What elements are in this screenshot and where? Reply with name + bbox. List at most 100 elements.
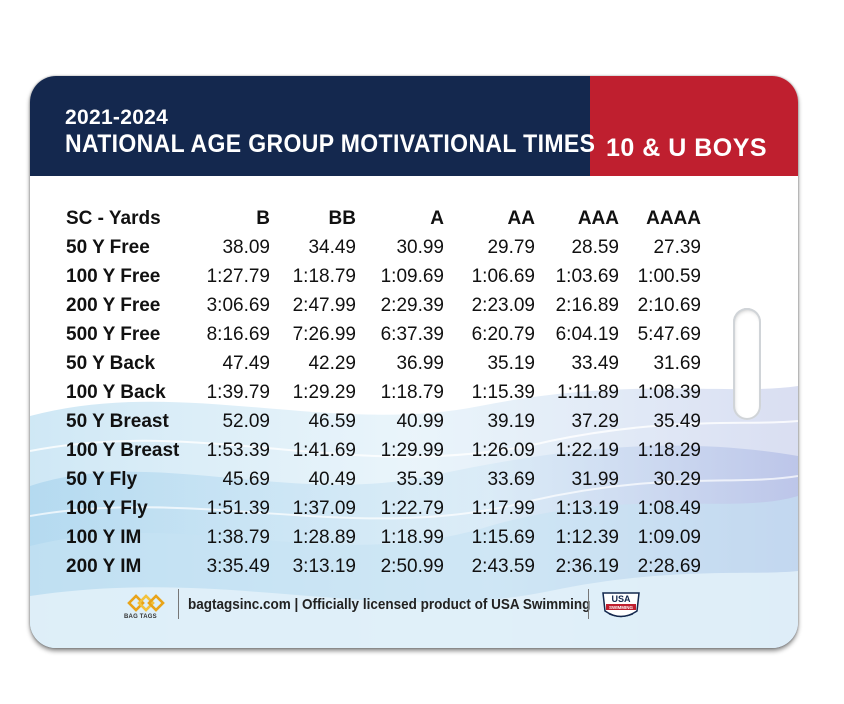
table-row: 50 Y Free 38.09 34.49 30.99 29.79 28.59 …	[66, 233, 701, 262]
column-header-aa: AA	[507, 208, 535, 229]
table-row: 100 Y Back 1:39.79 1:29.29 1:18.79 1:15.…	[66, 378, 701, 407]
time-cell: 39.19	[487, 411, 535, 432]
time-cell: 1:28.89	[292, 527, 356, 548]
time-cell: 1:17.99	[471, 498, 535, 519]
column-header-event: SC - Yards	[66, 208, 161, 229]
time-cell: 1:15.69	[471, 527, 535, 548]
footer-license-text: bagtagsinc.com | Officially licensed pro…	[188, 596, 591, 613]
time-cell: 3:06.69	[206, 295, 270, 316]
svg-text:USA: USA	[611, 594, 631, 604]
bag-tag-card: 2021-2024 NATIONAL AGE GROUP MOTIVATIONA…	[30, 76, 798, 648]
time-cell: 30.99	[396, 237, 444, 258]
age-group-label: 10 & U BOYS	[606, 134, 768, 162]
event-name: 100 Y Free	[66, 266, 161, 287]
footer-divider	[588, 589, 589, 619]
time-cell: 2:36.19	[555, 556, 619, 577]
column-header-b: B	[256, 208, 270, 229]
footer: BAG TAGS bagtagsinc.com | Officially lic…	[30, 581, 798, 631]
event-name: 50 Y Free	[66, 237, 150, 258]
time-cell: 1:27.79	[206, 266, 270, 287]
time-cell: 1:29.99	[380, 440, 444, 461]
time-cell: 8:16.69	[206, 324, 270, 345]
time-cell: 30.29	[653, 469, 701, 490]
season-years: 2021-2024	[65, 106, 169, 129]
bag-tags-logo-text: BAG TAGS	[124, 614, 157, 620]
time-cell: 52.09	[222, 411, 270, 432]
time-cell: 36.99	[396, 353, 444, 374]
time-cell: 29.79	[487, 237, 535, 258]
time-cell: 1:08.39	[637, 382, 701, 403]
time-cell: 38.09	[222, 237, 270, 258]
time-cell: 5:47.69	[637, 324, 701, 345]
time-cell: 1:53.39	[206, 440, 270, 461]
time-cell: 31.99	[571, 469, 619, 490]
time-cell: 1:00.59	[637, 266, 701, 287]
time-cell: 1:15.39	[471, 382, 535, 403]
column-header-aaaa: AAAA	[646, 208, 701, 229]
column-header-aaa: AAA	[577, 208, 619, 229]
time-cell: 2:50.99	[380, 556, 444, 577]
time-cell: 1:39.79	[206, 382, 270, 403]
time-cell: 33.69	[487, 469, 535, 490]
time-cell: 1:18.99	[380, 527, 444, 548]
time-cell: 1:08.49	[637, 498, 701, 519]
time-cell: 1:37.09	[292, 498, 356, 519]
time-cell: 47.49	[222, 353, 270, 374]
time-cell: 35.19	[487, 353, 535, 374]
time-cell: 27.39	[653, 237, 701, 258]
time-cell: 1:09.69	[380, 266, 444, 287]
page-title: NATIONAL AGE GROUP MOTIVATIONAL TIMES	[65, 130, 596, 158]
time-cell: 45.69	[222, 469, 270, 490]
time-cell: 1:26.09	[471, 440, 535, 461]
time-cell: 1:12.39	[555, 527, 619, 548]
time-cell: 1:41.69	[292, 440, 356, 461]
time-cell: 3:35.49	[206, 556, 270, 577]
time-cell: 1:29.29	[292, 382, 356, 403]
time-cell: 42.29	[308, 353, 356, 374]
event-name: 200 Y Free	[66, 295, 161, 316]
column-header-bb: BB	[328, 208, 356, 229]
table-row: 100 Y IM 1:38.79 1:28.89 1:18.99 1:15.69…	[66, 523, 701, 552]
time-cell: 28.59	[571, 237, 619, 258]
time-cell: 6:20.79	[471, 324, 535, 345]
table-row: 200 Y IM 3:35.49 3:13.19 2:50.99 2:43.59…	[66, 552, 701, 581]
header-group-band	[590, 76, 798, 176]
time-cell: 2:23.09	[471, 295, 535, 316]
time-cell: 46.59	[308, 411, 356, 432]
time-cell: 3:13.19	[292, 556, 356, 577]
footer-divider	[178, 589, 179, 619]
event-name: 200 Y IM	[66, 556, 142, 577]
time-cell: 1:06.69	[471, 266, 535, 287]
table-row: 500 Y Free 8:16.69 7:26.99 6:37.39 6:20.…	[66, 320, 701, 349]
time-cell: 1:11.89	[557, 382, 619, 403]
time-cell: 1:22.19	[555, 440, 619, 461]
table-row: 100 Y Free 1:27.79 1:18.79 1:09.69 1:06.…	[66, 262, 701, 291]
time-cell: 2:28.69	[637, 556, 701, 577]
table-row: 50 Y Back 47.49 42.29 36.99 35.19 33.49 …	[66, 349, 701, 378]
time-cell: 1:18.79	[380, 382, 444, 403]
table-row: 200 Y Free 3:06.69 2:47.99 2:29.39 2:23.…	[66, 291, 701, 320]
time-cell: 2:16.89	[555, 295, 619, 316]
column-header-a: A	[430, 208, 444, 229]
time-cell: 40.49	[308, 469, 356, 490]
time-cell: 40.99	[396, 411, 444, 432]
table-row: 100 Y Fly 1:51.39 1:37.09 1:22.79 1:17.9…	[66, 494, 701, 523]
time-cell: 2:29.39	[380, 295, 444, 316]
table-row: 50 Y Fly 45.69 40.49 35.39 33.69 31.99 3…	[66, 465, 701, 494]
bag-tags-logo-icon	[127, 594, 165, 612]
time-cell: 2:10.69	[637, 295, 701, 316]
time-cell: 2:43.59	[471, 556, 535, 577]
time-cell: 2:47.99	[292, 295, 356, 316]
event-name: 100 Y IM	[66, 527, 142, 548]
time-cell: 1:22.79	[380, 498, 444, 519]
time-cell: 1:38.79	[206, 527, 270, 548]
table-header-row: SC - Yards B BB A AA AAA AAAA	[66, 204, 701, 233]
time-cell: 37.29	[571, 411, 619, 432]
event-name: 500 Y Free	[66, 324, 161, 345]
time-cell: 35.39	[396, 469, 444, 490]
svg-text:SWIMMING: SWIMMING	[609, 605, 633, 610]
time-cell: 7:26.99	[292, 324, 356, 345]
table-row: 100 Y Breast 1:53.39 1:41.69 1:29.99 1:2…	[66, 436, 701, 465]
time-cell: 35.49	[653, 411, 701, 432]
time-cell: 1:03.69	[555, 266, 619, 287]
